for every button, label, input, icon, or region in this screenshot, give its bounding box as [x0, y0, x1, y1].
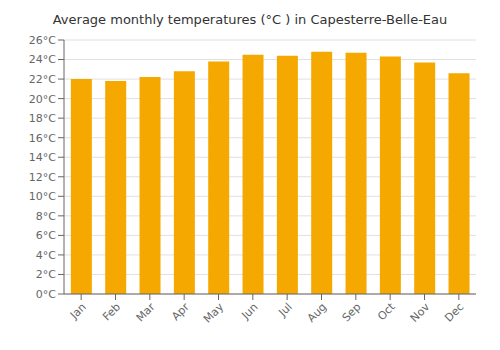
svg-text:4°C: 4°C: [36, 249, 56, 262]
svg-text:16°C: 16°C: [29, 132, 56, 145]
svg-text:12°C: 12°C: [29, 171, 56, 184]
svg-text:Nov: Nov: [408, 300, 433, 325]
svg-text:6°C: 6°C: [36, 229, 56, 242]
svg-text:10°C: 10°C: [29, 190, 56, 203]
svg-text:26°C: 26°C: [29, 34, 56, 47]
svg-text:Mar: Mar: [134, 300, 158, 324]
svg-text:Dec: Dec: [442, 300, 466, 324]
svg-text:Feb: Feb: [100, 300, 123, 323]
svg-text:22°C: 22°C: [29, 73, 56, 86]
svg-text:18°C: 18°C: [29, 112, 56, 125]
svg-text:24°C: 24°C: [29, 53, 56, 66]
svg-text:Aug: Aug: [305, 300, 329, 324]
svg-text:Oct: Oct: [375, 300, 398, 323]
svg-text:Jul: Jul: [276, 300, 295, 319]
svg-text:8°C: 8°C: [36, 210, 56, 223]
svg-text:20°C: 20°C: [29, 93, 56, 106]
svg-text:2°C: 2°C: [36, 268, 56, 281]
svg-text:Apr: Apr: [169, 300, 192, 323]
svg-text:Sep: Sep: [340, 300, 364, 324]
html-text:Average monthly temperatures (: Average monthly temperatures (°C ) in Ca…: [52, 12, 448, 27]
svg-text:May: May: [201, 300, 227, 326]
svg-text:0°C: 0°C: [36, 288, 56, 301]
svg-text:14°C: 14°C: [29, 151, 56, 164]
svg-text:Jun: Jun: [238, 300, 260, 322]
svg-text:Jan: Jan: [67, 300, 89, 322]
